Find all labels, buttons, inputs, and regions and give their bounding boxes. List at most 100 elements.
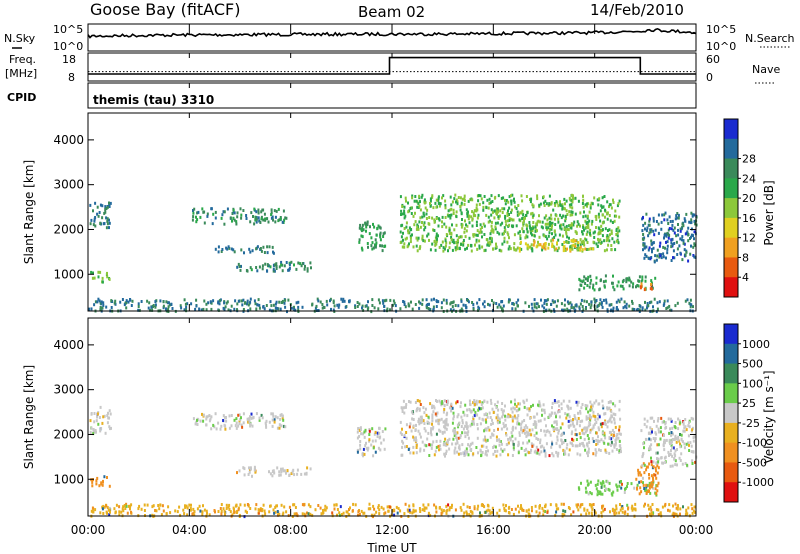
data-cell xyxy=(506,240,509,244)
data-cell xyxy=(676,253,679,256)
data-cell xyxy=(502,413,505,417)
x-tick-label: 16:00 xyxy=(476,523,511,537)
data-cell xyxy=(305,471,308,475)
data-cell xyxy=(234,424,237,428)
data-cell xyxy=(138,504,141,508)
data-cell xyxy=(227,505,230,509)
data-cell xyxy=(275,267,278,270)
data-cell xyxy=(401,439,404,443)
data-cell xyxy=(466,224,469,228)
data-cell xyxy=(511,419,514,423)
data-cell xyxy=(502,422,505,426)
data-cell xyxy=(250,211,253,215)
data-cell xyxy=(405,403,408,406)
data-cell xyxy=(422,211,425,215)
data-cell xyxy=(501,300,504,303)
data-cell xyxy=(641,229,644,233)
data-cell xyxy=(322,509,324,512)
data-cell xyxy=(601,422,604,426)
data-cell xyxy=(431,194,434,198)
data-cell xyxy=(560,227,563,231)
data-cell xyxy=(614,425,617,429)
data-cell xyxy=(100,300,103,304)
data-cell xyxy=(403,300,406,304)
data-cell xyxy=(465,229,468,233)
data-cell xyxy=(671,223,674,227)
data-cell xyxy=(468,399,471,403)
data-cell xyxy=(480,454,482,458)
data-cell xyxy=(545,202,548,206)
data-cell xyxy=(236,215,239,219)
data-cell xyxy=(393,301,396,305)
data-cell xyxy=(270,211,273,215)
data-cell xyxy=(440,301,443,305)
data-cell xyxy=(278,470,281,474)
data-cell xyxy=(462,410,465,414)
data-cell xyxy=(676,301,679,305)
data-cell xyxy=(423,198,426,202)
data-cell xyxy=(621,510,624,514)
data-cell xyxy=(517,231,520,235)
data-cell xyxy=(551,242,554,246)
data-cell xyxy=(282,511,285,515)
data-cell xyxy=(275,504,278,508)
data-cell xyxy=(516,210,519,214)
data-cell xyxy=(422,239,425,243)
data-cell xyxy=(645,468,648,472)
data-cell xyxy=(456,438,459,442)
data-cell xyxy=(512,448,515,452)
data-cell xyxy=(195,304,198,308)
data-cell xyxy=(526,426,529,430)
data-cell xyxy=(671,237,674,241)
data-cell xyxy=(377,298,380,302)
data-cell xyxy=(529,451,532,454)
data-cell xyxy=(423,221,426,225)
data-cell xyxy=(561,243,564,246)
data-cell xyxy=(555,422,558,426)
data-cell xyxy=(196,418,198,422)
data-cell xyxy=(375,510,378,514)
data-cell xyxy=(255,412,258,416)
data-cell xyxy=(557,217,560,221)
data-cell xyxy=(650,511,653,515)
data-cell xyxy=(606,217,609,221)
colorbar-swatch xyxy=(724,138,738,160)
data-cell xyxy=(365,229,367,233)
data-cell xyxy=(512,446,515,450)
data-cell xyxy=(430,431,432,435)
noise-right-tick-bottom: 10^0 xyxy=(706,40,736,53)
data-cell xyxy=(348,508,350,511)
data-cell xyxy=(266,269,268,273)
data-cell xyxy=(453,228,456,232)
data-cell xyxy=(421,193,424,197)
data-cell xyxy=(544,199,547,203)
data-cell xyxy=(433,220,436,224)
data-cell xyxy=(546,510,549,514)
data-cell xyxy=(429,204,432,208)
data-cell xyxy=(651,503,654,506)
data-cell xyxy=(403,227,406,230)
data-cell xyxy=(126,511,129,515)
data-cell xyxy=(690,416,693,420)
data-cell xyxy=(657,231,660,235)
data-cell xyxy=(580,481,582,485)
data-cell xyxy=(618,450,621,454)
data-cell xyxy=(592,240,595,244)
data-cell xyxy=(608,406,611,410)
data-cell xyxy=(598,415,601,419)
data-cell xyxy=(500,442,503,446)
data-cell xyxy=(99,203,102,207)
data-cell xyxy=(674,459,677,463)
data-cell xyxy=(654,276,657,280)
data-cell xyxy=(642,243,645,247)
data-cell xyxy=(693,213,696,217)
data-cell xyxy=(682,241,685,245)
data-cell xyxy=(428,222,431,226)
data-cell xyxy=(409,422,412,426)
data-cell xyxy=(505,199,508,202)
data-cell xyxy=(222,419,225,422)
data-cell xyxy=(550,213,553,217)
data-cell xyxy=(249,250,252,254)
data-cell xyxy=(505,433,508,437)
data-cell xyxy=(590,415,592,419)
